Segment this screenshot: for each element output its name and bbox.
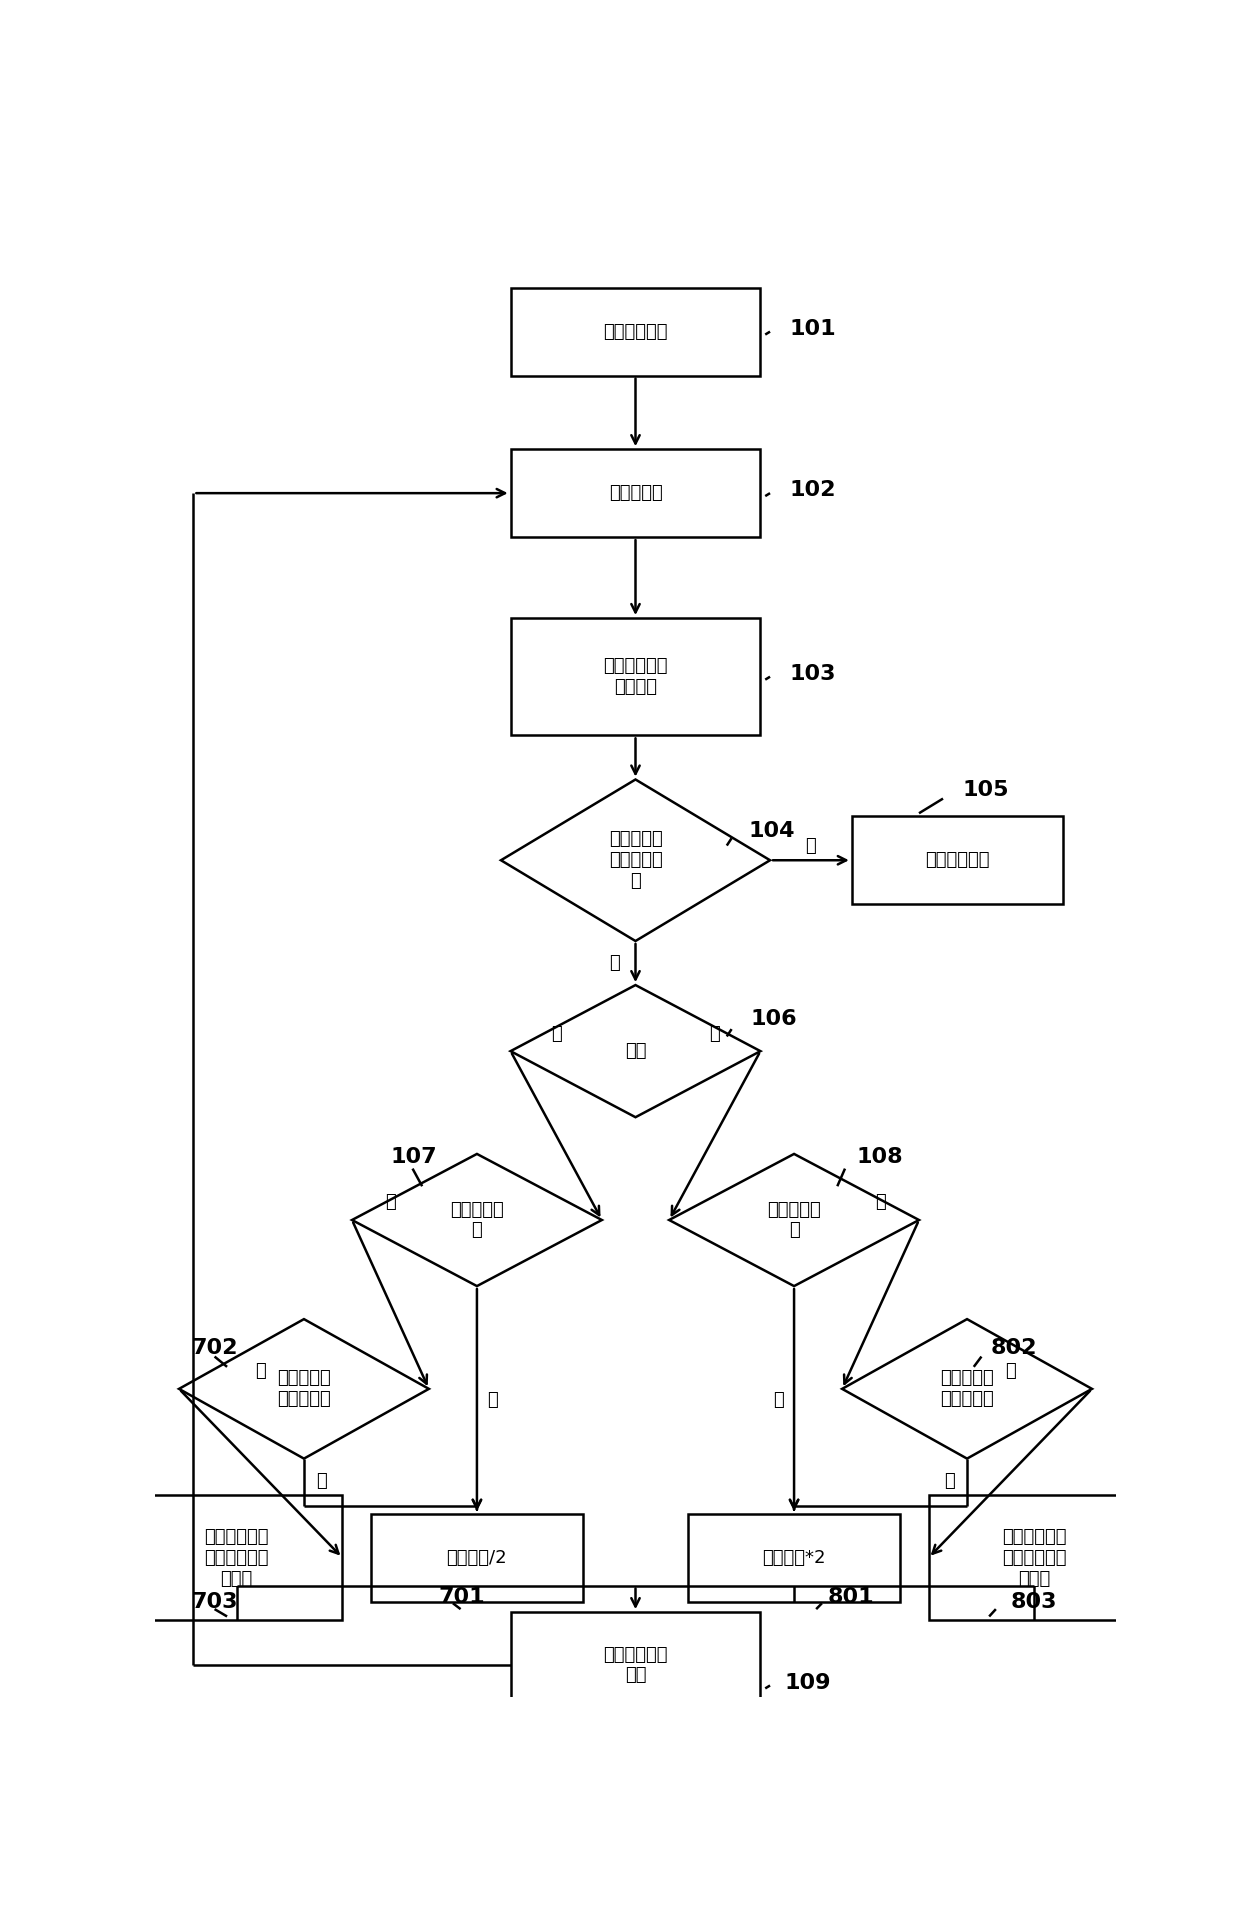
- Bar: [511, 288, 760, 376]
- Text: 是: 是: [945, 1472, 955, 1489]
- Text: 完成自动曝光: 完成自动曝光: [925, 851, 990, 870]
- Text: 702: 702: [191, 1337, 238, 1358]
- Text: 801: 801: [828, 1587, 874, 1608]
- Text: 满足亮度条
件或迭代次
数: 满足亮度条 件或迭代次 数: [609, 830, 662, 891]
- Text: 是: 是: [774, 1390, 784, 1409]
- Bar: [371, 1514, 583, 1602]
- Text: 首次调节曝
光: 首次调节曝 光: [768, 1201, 821, 1240]
- Text: 否: 否: [609, 954, 620, 973]
- Text: 上次曝光大
于当前曝光: 上次曝光大 于当前曝光: [277, 1369, 331, 1407]
- Polygon shape: [352, 1154, 601, 1285]
- Bar: [852, 816, 1063, 904]
- Polygon shape: [179, 1320, 429, 1459]
- Text: 105: 105: [962, 780, 1009, 799]
- Text: 109: 109: [785, 1672, 831, 1693]
- Text: 过亮: 过亮: [625, 1041, 646, 1060]
- Polygon shape: [511, 986, 760, 1118]
- Bar: [131, 1495, 342, 1621]
- Text: 是: 是: [316, 1472, 326, 1489]
- Text: 否: 否: [1004, 1362, 1016, 1381]
- Text: 104: 104: [749, 820, 795, 841]
- Text: 108: 108: [857, 1146, 903, 1167]
- Polygon shape: [670, 1154, 919, 1285]
- Text: 全天空云图: 全天空云图: [609, 484, 662, 502]
- Text: 设置新的曝光
时间: 设置新的曝光 时间: [603, 1646, 668, 1684]
- Text: 102: 102: [789, 481, 836, 500]
- Bar: [511, 450, 760, 538]
- Text: 否: 否: [709, 1024, 720, 1043]
- Text: 802: 802: [991, 1337, 1038, 1358]
- Text: 107: 107: [391, 1146, 436, 1167]
- Bar: [511, 618, 760, 736]
- Text: 曝光时间/2: 曝光时间/2: [446, 1548, 507, 1568]
- Text: 计算预选区域
平均亮度: 计算预选区域 平均亮度: [603, 658, 668, 696]
- Text: 101: 101: [789, 318, 836, 339]
- Text: 703: 703: [191, 1592, 238, 1611]
- Text: 首次调节曝
光: 首次调节曝 光: [450, 1201, 503, 1240]
- Text: 是: 是: [487, 1390, 497, 1409]
- Bar: [929, 1495, 1140, 1621]
- Text: 曝光时间设为
当前和上次的
平均值: 曝光时间设为 当前和上次的 平均值: [205, 1528, 269, 1587]
- Text: 是: 是: [806, 837, 816, 854]
- Text: 是: 是: [551, 1024, 562, 1043]
- Text: 否: 否: [386, 1194, 396, 1211]
- Text: 103: 103: [789, 664, 836, 685]
- Text: 初始曝光时间: 初始曝光时间: [603, 322, 668, 341]
- Polygon shape: [501, 780, 770, 940]
- Text: 803: 803: [1011, 1592, 1056, 1611]
- Text: 曝光时间设为
当前和上次的
平均值: 曝光时间设为 当前和上次的 平均值: [1002, 1528, 1066, 1587]
- Text: 106: 106: [751, 1009, 797, 1030]
- Bar: [511, 1611, 760, 1718]
- Polygon shape: [842, 1320, 1092, 1459]
- Text: 701: 701: [439, 1587, 485, 1608]
- Text: 否: 否: [255, 1362, 267, 1381]
- Text: 上次曝光小
于当前曝光: 上次曝光小 于当前曝光: [940, 1369, 994, 1407]
- Bar: [688, 1514, 900, 1602]
- Text: 曝光时间*2: 曝光时间*2: [763, 1548, 826, 1568]
- Text: 否: 否: [875, 1194, 885, 1211]
